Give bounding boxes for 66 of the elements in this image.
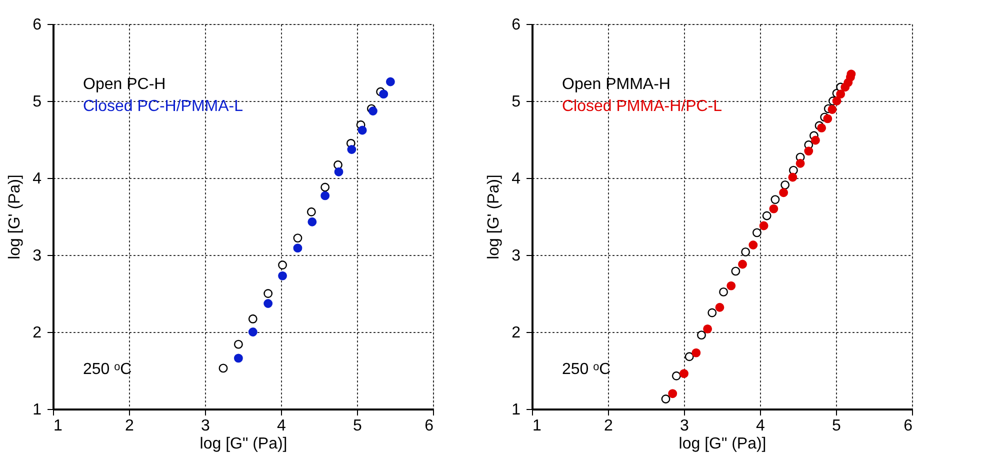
x-tick-label: 5	[353, 418, 362, 434]
point	[762, 211, 772, 220]
y-tick-label: 1	[32, 402, 42, 418]
point	[817, 123, 826, 132]
x-tick-label: 1	[54, 418, 62, 434]
point	[731, 266, 740, 276]
point	[672, 371, 681, 380]
y-tick-label: 3	[32, 248, 42, 264]
point	[719, 287, 728, 296]
x-tick-label: 3	[201, 418, 210, 434]
point	[804, 146, 814, 156]
point	[779, 188, 788, 198]
point	[811, 136, 820, 145]
y-tick-label: 6	[32, 16, 42, 34]
annotation: 250 ᵒC	[83, 361, 132, 378]
y-tick-label: 3	[512, 248, 521, 264]
y-axis-title: log [G' (Pa)]	[6, 174, 24, 260]
text: Closed PMMA-H/PC-L	[562, 98, 722, 115]
point	[684, 352, 694, 362]
point	[780, 180, 790, 190]
y-tick-label: 4	[512, 170, 521, 188]
x-tick-label: 4	[277, 418, 286, 434]
text: Open PMMA-H	[562, 76, 670, 93]
point	[832, 96, 842, 106]
y-axis-title: log [G' (Pa)]	[486, 174, 503, 260]
y-tick-label: 5	[32, 94, 42, 110]
x-tick-label: 5	[832, 418, 842, 434]
x-tick-label: 2	[604, 418, 614, 434]
x-tick-label: 3	[680, 418, 690, 434]
point	[708, 308, 717, 318]
point	[668, 389, 678, 398]
point	[752, 228, 762, 238]
point	[715, 302, 724, 312]
point	[692, 348, 701, 358]
point	[726, 281, 736, 290]
point	[759, 221, 768, 230]
point	[770, 195, 780, 204]
point	[788, 172, 798, 182]
x-tick-label: 2	[125, 418, 134, 434]
x-tick-label: 1	[532, 418, 542, 434]
y-tick-label: 5	[512, 94, 521, 110]
point	[828, 105, 837, 114]
annotation: 250 ᵒC	[562, 361, 611, 378]
x-tick-label: 4	[756, 418, 766, 434]
x-axis-title: log [G" (Pa)]	[200, 436, 288, 452]
y-tick-label: 2	[32, 324, 42, 342]
point	[697, 330, 706, 340]
y-tick-label: 1	[512, 402, 521, 418]
y-tick-label: 6	[512, 16, 521, 34]
point	[738, 260, 747, 269]
y-tick-label: 4	[32, 170, 42, 188]
point	[680, 369, 688, 378]
point	[836, 90, 846, 99]
point	[661, 394, 670, 404]
y-tick-label: 2	[512, 324, 521, 342]
point	[703, 324, 712, 334]
point	[823, 114, 832, 124]
point	[748, 240, 758, 250]
point	[741, 247, 750, 256]
x-axis-title: log [G" (Pa)]	[678, 436, 766, 452]
text: Closed PC-H/PMMA-L	[83, 98, 244, 115]
point	[796, 158, 805, 168]
text: Open PC-H	[83, 76, 166, 93]
x-tick-label: 6	[424, 418, 434, 434]
x-tick-label: 6	[904, 418, 913, 434]
point	[769, 204, 778, 214]
